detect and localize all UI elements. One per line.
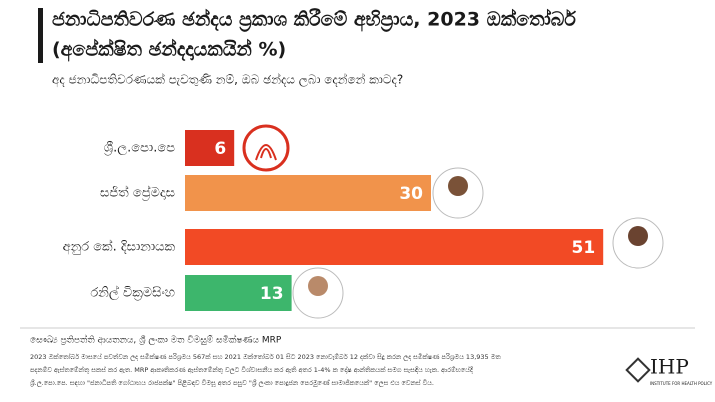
lotus <box>255 144 277 161</box>
chart-title: (අපේක්ෂිත ඡන්දදායකයින් %) <box>52 38 286 62</box>
chart-title: ජනාධිපතිවරණ ඡන්දය ප්‍රකාශ කිරීමේ අභිප්‍ර… <box>52 8 576 32</box>
note: 2023 ඔක්තෝබර් මාසයේ පවත්වන ලද සමීක්ෂණ පර… <box>30 353 501 362</box>
value-label: 30 <box>399 184 423 204</box>
portrait-face <box>628 226 648 246</box>
value-label: 6 <box>214 139 226 159</box>
bar <box>185 130 235 166</box>
note: ශ්‍රී.ල.පො.පෙ. සඳහා "ජනාධිපති ගෝඨාභය රාජ… <box>30 379 434 388</box>
value-label: 51 <box>572 238 596 258</box>
category-label: සජිත් ප්‍රේමදාස <box>100 184 175 200</box>
category-label: ශ්‍රී.ල.පො.පෙ <box>104 141 175 156</box>
bar <box>185 229 604 265</box>
title-accent <box>38 8 43 63</box>
source: සෞඛ්‍ය ප්‍රතිපත්ති ආයතනය, ශ්‍රී ලංකා මත … <box>30 334 282 345</box>
bar <box>185 275 292 311</box>
portrait-face <box>308 276 328 296</box>
portraits <box>242 124 664 319</box>
logo-text: IHP <box>650 355 689 379</box>
bar <box>185 175 431 211</box>
category-label: අනුර කේ. දිසානායක <box>63 238 176 254</box>
value-label: 13 <box>260 284 284 304</box>
logo: IHP INSTITUTE FOR HEALTH POLICY <box>625 355 713 386</box>
subtitle: අද ජනාධිපතිවරණයක් පැවතුණි නම්, ඔබ ඡන්දය … <box>52 72 403 87</box>
logo-subtext: INSTITUTE FOR HEALTH POLICY <box>650 381 713 386</box>
note: පදනම්ව ඇස්තමේන්තු සකස් කර ඇත. MRP ආකෘතික… <box>30 366 473 374</box>
portrait-face <box>448 176 468 196</box>
category-label: රනිල් වික්‍රමසිංහ <box>90 284 175 300</box>
